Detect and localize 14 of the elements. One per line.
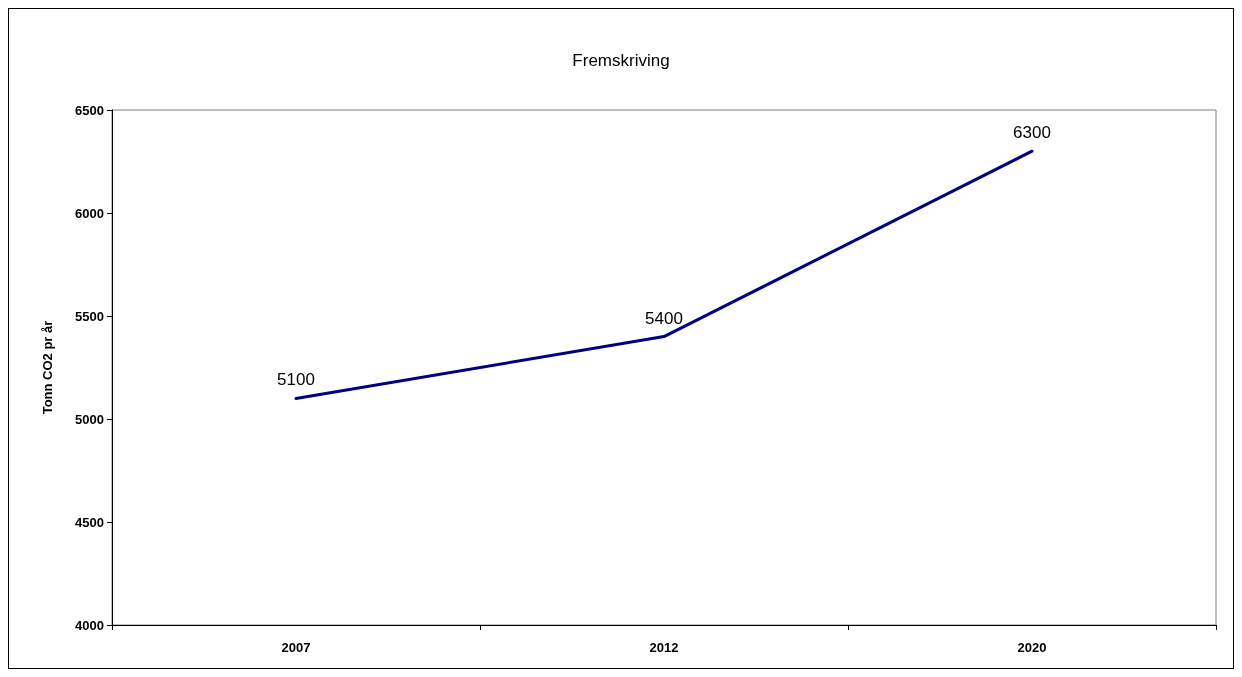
x-tick-label: 2012 — [649, 640, 679, 655]
data-label: 6300 — [1013, 123, 1051, 143]
y-tick-label: 5500 — [75, 308, 104, 324]
y-tick-label: 4500 — [75, 514, 104, 530]
chart-title: Fremskriving — [572, 51, 670, 70]
data-label: 5400 — [645, 308, 683, 328]
y-tick-label: 6000 — [75, 205, 104, 221]
x-tick-label: 2020 — [1017, 640, 1047, 655]
y-tick-label: 4000 — [75, 617, 104, 633]
data-label: 5100 — [277, 370, 315, 390]
y-tick-label: 5000 — [75, 411, 104, 427]
y-axis-title: Tonn CO2 pr år — [40, 320, 55, 415]
x-tick-label: 2007 — [281, 640, 311, 655]
y-tick-label: 6500 — [75, 102, 104, 118]
